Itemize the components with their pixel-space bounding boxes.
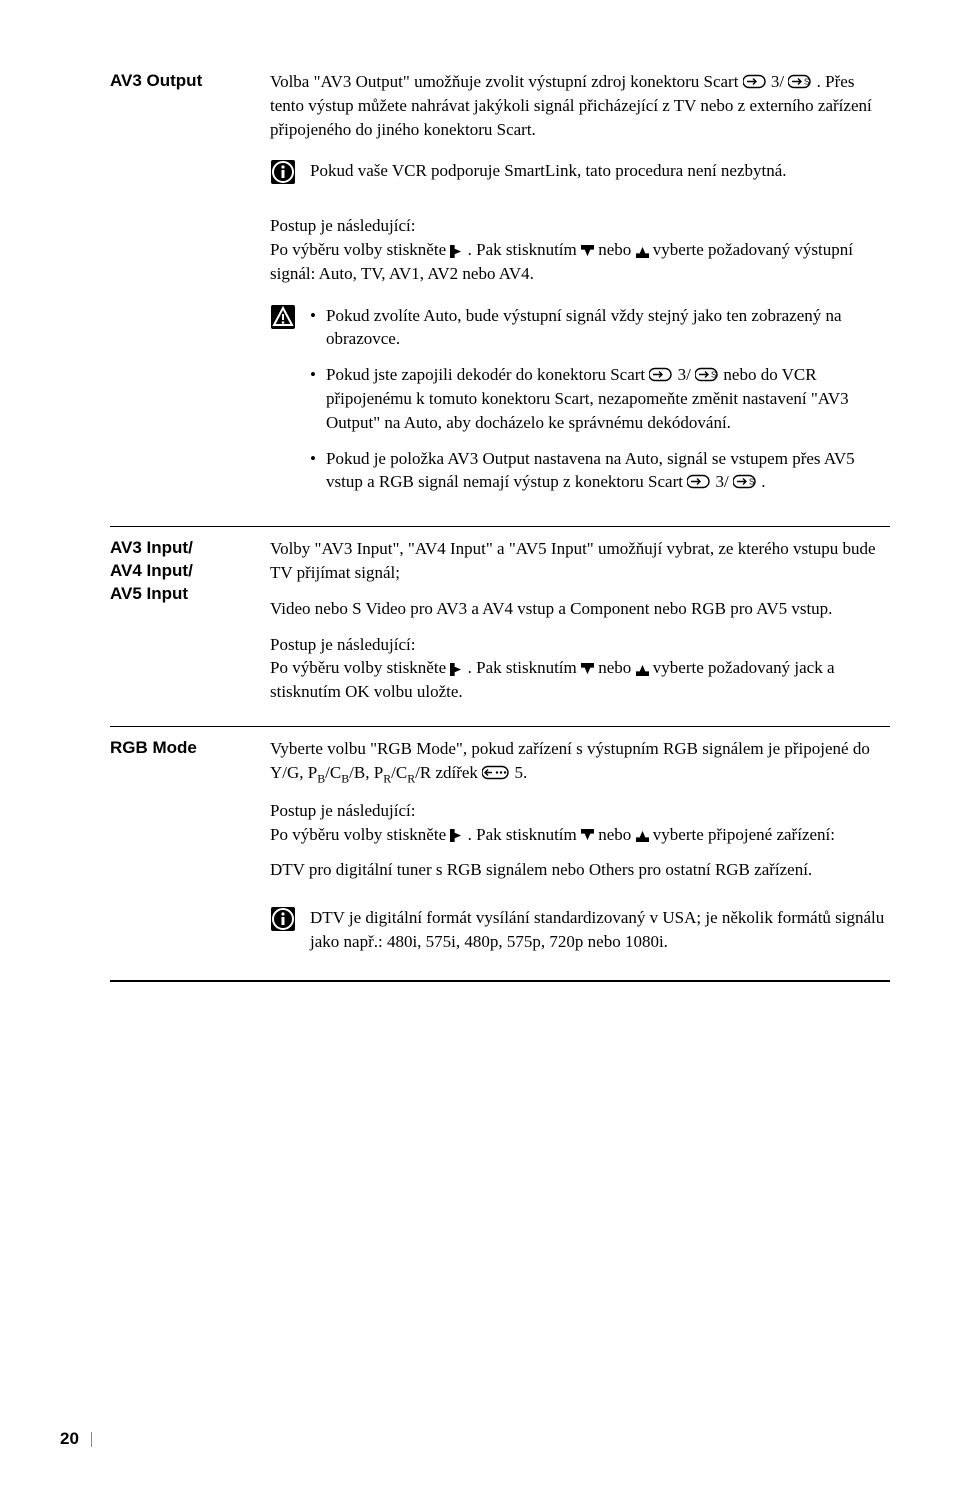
section-rgb-mode: RGB Mode Vyberte volbu "RGB Mode", pokud…: [110, 726, 890, 974]
warning-icon: [270, 304, 296, 330]
text: Postup je následující:: [270, 799, 890, 823]
section-av3-output: AV3 Output Volba "AV3 Output" umožňuje z…: [110, 60, 890, 526]
list-item: Pokud zvolíte Auto, bude výstupní signál…: [310, 304, 890, 352]
warn-icon-wrap: [270, 304, 310, 507]
text: 5.: [514, 763, 527, 782]
paragraph: Postup je následující: Po výběru volby s…: [270, 214, 890, 285]
subscript: R: [407, 771, 415, 785]
paragraph: Volby "AV3 Input", "AV4 Input" a "AV5 In…: [270, 537, 890, 585]
text: Pokud jste zapojili dekodér do konektoru…: [326, 365, 649, 384]
info-icon-wrap: [270, 906, 310, 954]
text: /B, P: [349, 763, 383, 782]
text: /R zdířek: [415, 763, 482, 782]
subscript: B: [341, 771, 349, 785]
list-item: Pokud jste zapojili dekodér do konektoru…: [310, 363, 890, 434]
text: nebo: [598, 240, 635, 259]
info-icon: [270, 906, 296, 932]
section-content-av3-output: Volba "AV3 Output" umožňuje zvolit výstu…: [270, 70, 890, 516]
component-icon: [482, 764, 510, 781]
note-text: Pokud vaše VCR podporuje SmartLink, tato…: [310, 159, 890, 192]
arrow-up-icon: [636, 829, 649, 842]
arrow-right-icon: [450, 663, 463, 676]
text-line: Po výběru volby stiskněte . Pak stisknut…: [270, 823, 890, 847]
paragraph: Vyberte volbu "RGB Mode", pokud zařízení…: [270, 737, 890, 787]
scart-s-icon: [788, 73, 812, 90]
list-item: Pokud je položka AV3 Output nastavena na…: [310, 447, 890, 495]
info-note: Pokud vaše VCR podporuje SmartLink, tato…: [270, 159, 890, 192]
paragraph: Postup je následující: Po výběru volby s…: [270, 799, 890, 847]
page-number-bar: [91, 1432, 92, 1447]
text-line: Po výběru volby stiskněte . Pak stisknut…: [270, 238, 890, 286]
text: . Pak stisknutím: [468, 658, 581, 677]
arrow-right-icon: [450, 829, 463, 842]
text: /C: [391, 763, 407, 782]
section-label-av3-output: AV3 Output: [110, 70, 270, 516]
arrow-up-icon: [636, 245, 649, 258]
subscript: R: [383, 771, 391, 785]
note-text: Pokud zvolíte Auto, bude výstupní signál…: [310, 304, 890, 507]
section-av-input: AV3 Input/ AV4 Input/ AV5 Input Volby "A…: [110, 526, 890, 726]
scart-s-icon: [695, 366, 719, 383]
text: vyberte připojené zařízení:: [653, 825, 835, 844]
info-icon: [270, 159, 296, 185]
text: . Pak stisknutím: [468, 825, 581, 844]
arrow-down-icon: [581, 829, 594, 842]
page-number: 20: [60, 1429, 92, 1449]
scart-out-icon: [743, 73, 767, 90]
subscript: B: [317, 771, 325, 785]
paragraph: Volba "AV3 Output" umožňuje zvolit výstu…: [270, 70, 890, 141]
text: .: [761, 472, 765, 491]
text: nebo: [598, 825, 635, 844]
section-label-rgb-mode: RGB Mode: [110, 737, 270, 964]
arrow-down-icon: [581, 245, 594, 258]
scart-out-icon: [649, 366, 673, 383]
scart-out-icon: [687, 473, 711, 490]
text-line: Po výběru volby stiskněte . Pak stisknut…: [270, 656, 890, 704]
text: 3/: [678, 365, 691, 384]
arrow-right-icon: [450, 245, 463, 258]
arrow-up-icon: [636, 663, 649, 676]
text: Postup je následující:: [270, 214, 890, 238]
page-number-value: 20: [60, 1429, 79, 1448]
text: Po výběru volby stiskněte: [270, 658, 450, 677]
text: 3/: [715, 472, 728, 491]
text: . Pak stisknutím: [468, 240, 581, 259]
text: Pokud zvolíte Auto, bude výstupní signál…: [326, 306, 842, 349]
paragraph: Video nebo S Video pro AV3 a AV4 vstup a…: [270, 597, 890, 621]
section-content-rgb-mode: Vyberte volbu "RGB Mode", pokud zařízení…: [270, 737, 890, 964]
warning-note: Pokud zvolíte Auto, bude výstupní signál…: [270, 304, 890, 507]
info-note: DTV je digitální formát vysílání standar…: [270, 906, 890, 954]
paragraph: Postup je následující: Po výběru volby s…: [270, 633, 890, 704]
text: Po výběru volby stiskněte: [270, 240, 450, 259]
text: Pokud je položka AV3 Output nastavena na…: [326, 449, 855, 492]
section-content-av-input: Volby "AV3 Input", "AV4 Input" a "AV5 In…: [270, 537, 890, 716]
arrow-down-icon: [581, 663, 594, 676]
text: Postup je následující:: [270, 633, 890, 657]
section-label-av-input: AV3 Input/ AV4 Input/ AV5 Input: [110, 537, 270, 716]
info-icon-wrap: [270, 159, 310, 192]
text: 3/: [771, 72, 784, 91]
note-text: DTV je digitální formát vysílání standar…: [310, 906, 890, 954]
text: nebo: [598, 658, 635, 677]
bullet-list: Pokud zvolíte Auto, bude výstupní signál…: [310, 304, 890, 495]
end-rule: [110, 980, 890, 982]
text: Po výběru volby stiskněte: [270, 825, 450, 844]
scart-s-icon: [733, 473, 757, 490]
text: Volba "AV3 Output" umožňuje zvolit výstu…: [270, 72, 743, 91]
text: /C: [325, 763, 341, 782]
paragraph: DTV pro digitální tuner s RGB signálem n…: [270, 858, 890, 882]
